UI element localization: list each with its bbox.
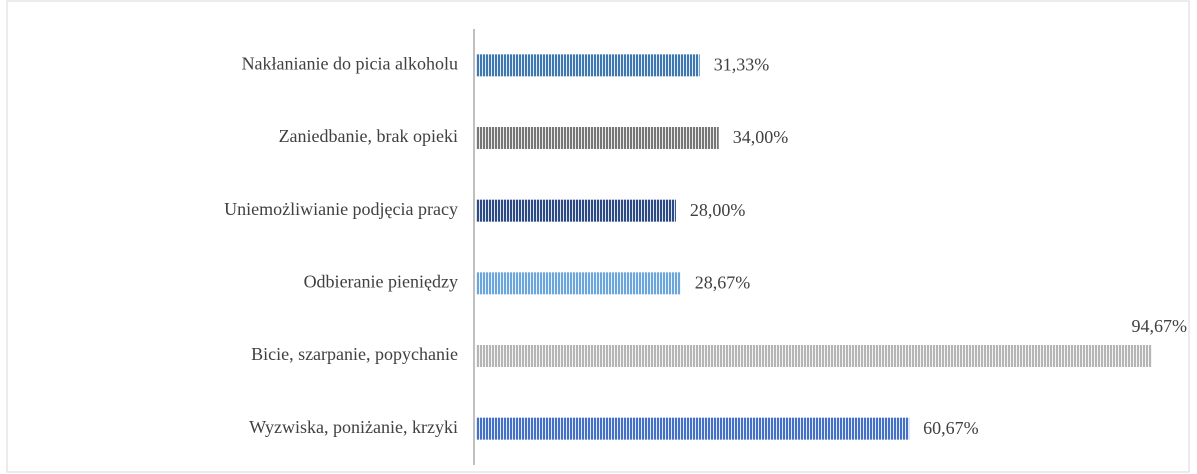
category-label: Nakłanianie do picia alkoholu [242, 53, 458, 73]
value-label: 31,33% [714, 54, 770, 74]
value-label: 60,67% [923, 418, 979, 438]
category-label: Bicie, szarpanie, popychanie [251, 344, 458, 364]
value-label: 28,00% [690, 200, 746, 220]
category-label: Uniemożliwianie podjęcia pracy [224, 199, 458, 219]
bar [476, 417, 910, 440]
chart-border [6, 0, 1190, 473]
category-label: Wyzwiska, poniżanie, krzyki [249, 417, 458, 437]
category-label: Odbieranie pieniędzy [304, 271, 458, 291]
bar [476, 272, 681, 295]
category-label: Zaniedbanie, brak opieki [279, 126, 458, 146]
bar [476, 54, 700, 77]
bar [476, 199, 676, 222]
value-label: 34,00% [733, 127, 789, 147]
value-label: 28,67% [695, 272, 751, 292]
bar [476, 345, 1152, 367]
value-label: 94,67% [1132, 316, 1188, 336]
bar [476, 127, 719, 149]
